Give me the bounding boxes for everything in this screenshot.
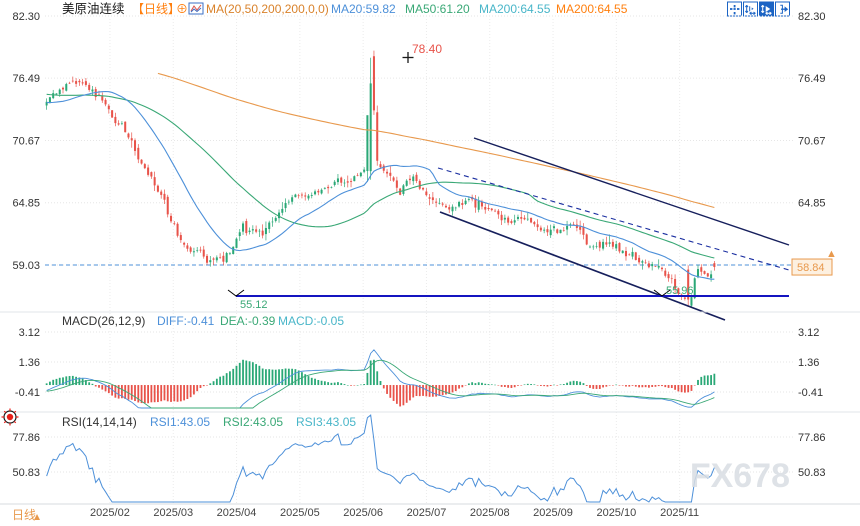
svg-text:1.36: 1.36 xyxy=(19,357,40,369)
svg-text:MA50:61.20: MA50:61.20 xyxy=(405,2,470,16)
svg-text:2025/06: 2025/06 xyxy=(343,507,383,519)
svg-text:55.96: 55.96 xyxy=(666,285,694,297)
svg-text:⊕: ⊕ xyxy=(176,2,188,16)
svg-text:MA200:64.55: MA200:64.55 xyxy=(479,2,551,16)
svg-text:82.30: 82.30 xyxy=(12,11,40,23)
svg-text:MACD(26,12,9): MACD(26,12,9) xyxy=(62,314,145,328)
svg-text:82.30: 82.30 xyxy=(798,11,826,23)
svg-text:2025/07: 2025/07 xyxy=(407,507,447,519)
svg-text:1.36: 1.36 xyxy=(798,357,819,369)
svg-text:MA(20,50,200,200,0,0): MA(20,50,200,200,0,0) xyxy=(206,2,329,16)
svg-text:MA200:64.55: MA200:64.55 xyxy=(556,2,628,16)
svg-text:50.83: 50.83 xyxy=(12,467,40,479)
svg-text:2025/10: 2025/10 xyxy=(596,507,636,519)
svg-text:DIFF:-0.41: DIFF:-0.41 xyxy=(157,314,215,328)
svg-text:▲: ▲ xyxy=(826,248,837,260)
svg-text:DEA:-0.39: DEA:-0.39 xyxy=(220,314,276,328)
svg-text:2025/09: 2025/09 xyxy=(533,507,573,519)
svg-text:MACD:-0.05: MACD:-0.05 xyxy=(278,314,344,328)
svg-text:77.86: 77.86 xyxy=(798,432,826,444)
svg-text:2025/04: 2025/04 xyxy=(217,507,257,519)
svg-text:78.40: 78.40 xyxy=(412,42,442,56)
svg-text:76.49: 76.49 xyxy=(798,73,826,85)
svg-text:3.12: 3.12 xyxy=(19,327,40,339)
svg-text:RSI3:43.05: RSI3:43.05 xyxy=(296,415,356,429)
svg-text:【日线】: 【日线】 xyxy=(132,2,180,16)
svg-text:美原油连续: 美原油连续 xyxy=(62,1,125,16)
svg-text:-0.41: -0.41 xyxy=(15,387,40,399)
svg-text:70.67: 70.67 xyxy=(798,135,826,147)
svg-text:2025/05: 2025/05 xyxy=(280,507,320,519)
svg-text:MA20:59.82: MA20:59.82 xyxy=(331,2,396,16)
svg-text:55.12: 55.12 xyxy=(240,299,268,311)
svg-text:50.83: 50.83 xyxy=(798,467,826,479)
svg-text:2025/02: 2025/02 xyxy=(90,507,130,519)
svg-text:RSI1:43.05: RSI1:43.05 xyxy=(150,415,210,429)
svg-text:3.12: 3.12 xyxy=(798,327,819,339)
svg-text:64.85: 64.85 xyxy=(798,198,826,210)
svg-text:70.67: 70.67 xyxy=(12,135,40,147)
svg-text:日线: 日线 xyxy=(12,508,36,522)
svg-text:76.49: 76.49 xyxy=(12,73,40,85)
svg-text:77.86: 77.86 xyxy=(12,432,40,444)
svg-text:RSI2:43.05: RSI2:43.05 xyxy=(223,415,283,429)
svg-text:2025/03: 2025/03 xyxy=(153,507,193,519)
svg-text:2025/11: 2025/11 xyxy=(660,507,699,519)
svg-text:64.85: 64.85 xyxy=(12,198,40,210)
svg-text:2025/08: 2025/08 xyxy=(470,507,510,519)
svg-text:58.84: 58.84 xyxy=(797,262,825,274)
svg-text:59.03: 59.03 xyxy=(12,260,40,272)
svg-text:-0.41: -0.41 xyxy=(798,387,823,399)
svg-text:RSI(14,14,14): RSI(14,14,14) xyxy=(62,415,137,429)
svg-text:FX678: FX678 xyxy=(690,457,790,495)
